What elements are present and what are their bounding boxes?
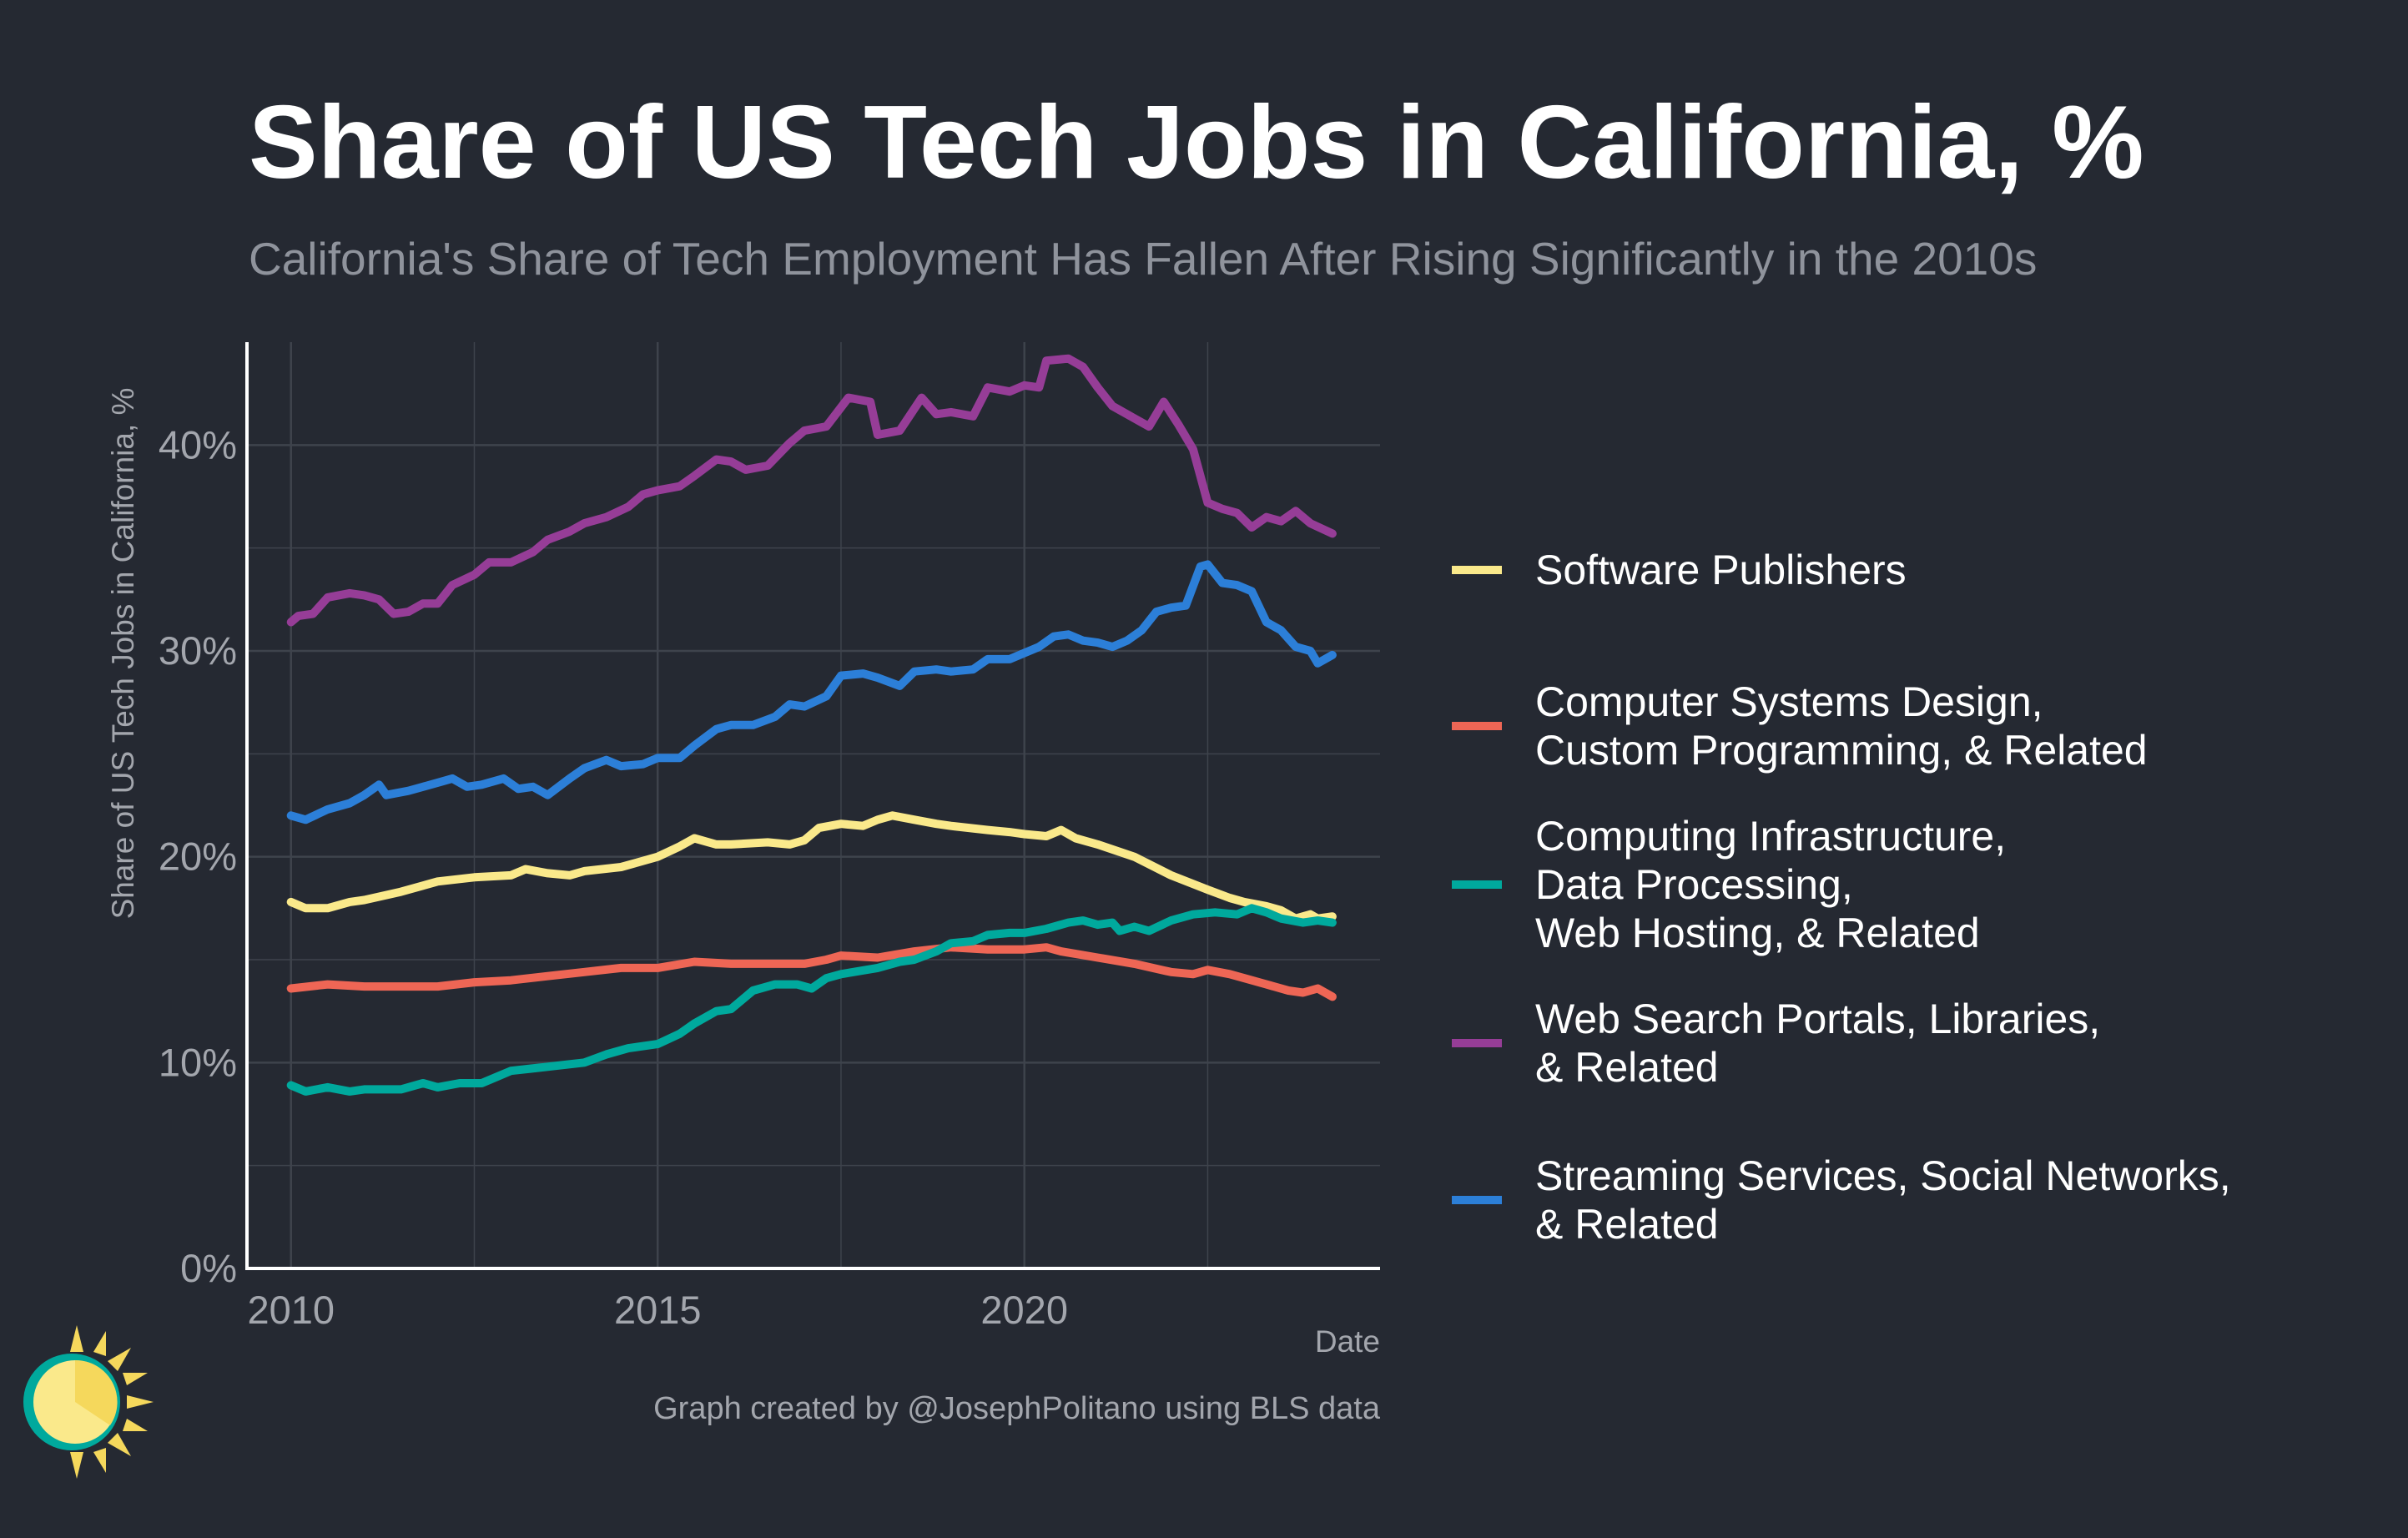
sun-clock-logo-icon (23, 1325, 154, 1479)
legend-label: Computer Systems Design, (1535, 678, 2043, 725)
legend-label: Custom Programming, & Related (1535, 727, 2148, 774)
series-line-2 (286, 943, 1337, 1001)
y-tick-label: 20% (159, 835, 237, 879)
gridlines (247, 342, 1380, 1270)
legend-label: & Related (1535, 1044, 1719, 1091)
x-tick-label: 2020 (980, 1288, 1068, 1332)
legend-label: Web Hosting, & Related (1535, 910, 1980, 956)
legend-item-1: Software Publishers (1452, 547, 1907, 593)
series-line-3 (286, 904, 1337, 1096)
series-line-5 (286, 560, 1337, 824)
legend-item-3: Computing Infrastructure,Data Processing… (1452, 813, 2006, 956)
series-line-1 (286, 811, 1337, 923)
legend-label: Streaming Services, Social Networks, (1535, 1152, 2231, 1199)
legend-label: Computing Infrastructure, (1535, 813, 2006, 860)
chart-subtitle: California's Share of Tech Employment Ha… (249, 233, 2038, 285)
legend-item-4: Web Search Portals, Libraries,& Related (1452, 996, 2100, 1091)
source-caption: Graph created by @JosephPolitano using B… (653, 1391, 1381, 1426)
legend-label: Data Processing, (1535, 861, 1853, 908)
axes (245, 342, 1380, 1270)
series-line-4 (286, 354, 1337, 627)
tick-labels: 0% 10% 20% 30% 40% 2010 2015 2020 (159, 422, 1068, 1332)
y-axis-title: Share of US Tech Jobs in California, % (106, 388, 140, 920)
y-tick-label: 10% (159, 1040, 237, 1084)
series-lines (286, 354, 1337, 1096)
chart-title: Share of US Tech Jobs in California, % (249, 85, 2144, 200)
legend-label: Software Publishers (1535, 547, 1907, 593)
legend: Software Publishers Computer Systems Desi… (1452, 547, 2231, 1248)
y-tick-label: 30% (159, 628, 237, 673)
legend-label: Web Search Portals, Libraries, (1535, 996, 2100, 1042)
y-tick-label: 0% (180, 1246, 237, 1290)
x-axis-title: Date (1315, 1324, 1380, 1359)
legend-item-2: Computer Systems Design,Custom Programmi… (1452, 678, 2148, 774)
x-tick-label: 2010 (247, 1288, 335, 1332)
x-tick-label: 2015 (614, 1288, 702, 1332)
legend-item-5: Streaming Services, Social Networks,& Re… (1452, 1152, 2231, 1248)
y-tick-label: 40% (159, 422, 237, 466)
legend-label: & Related (1535, 1201, 1719, 1248)
